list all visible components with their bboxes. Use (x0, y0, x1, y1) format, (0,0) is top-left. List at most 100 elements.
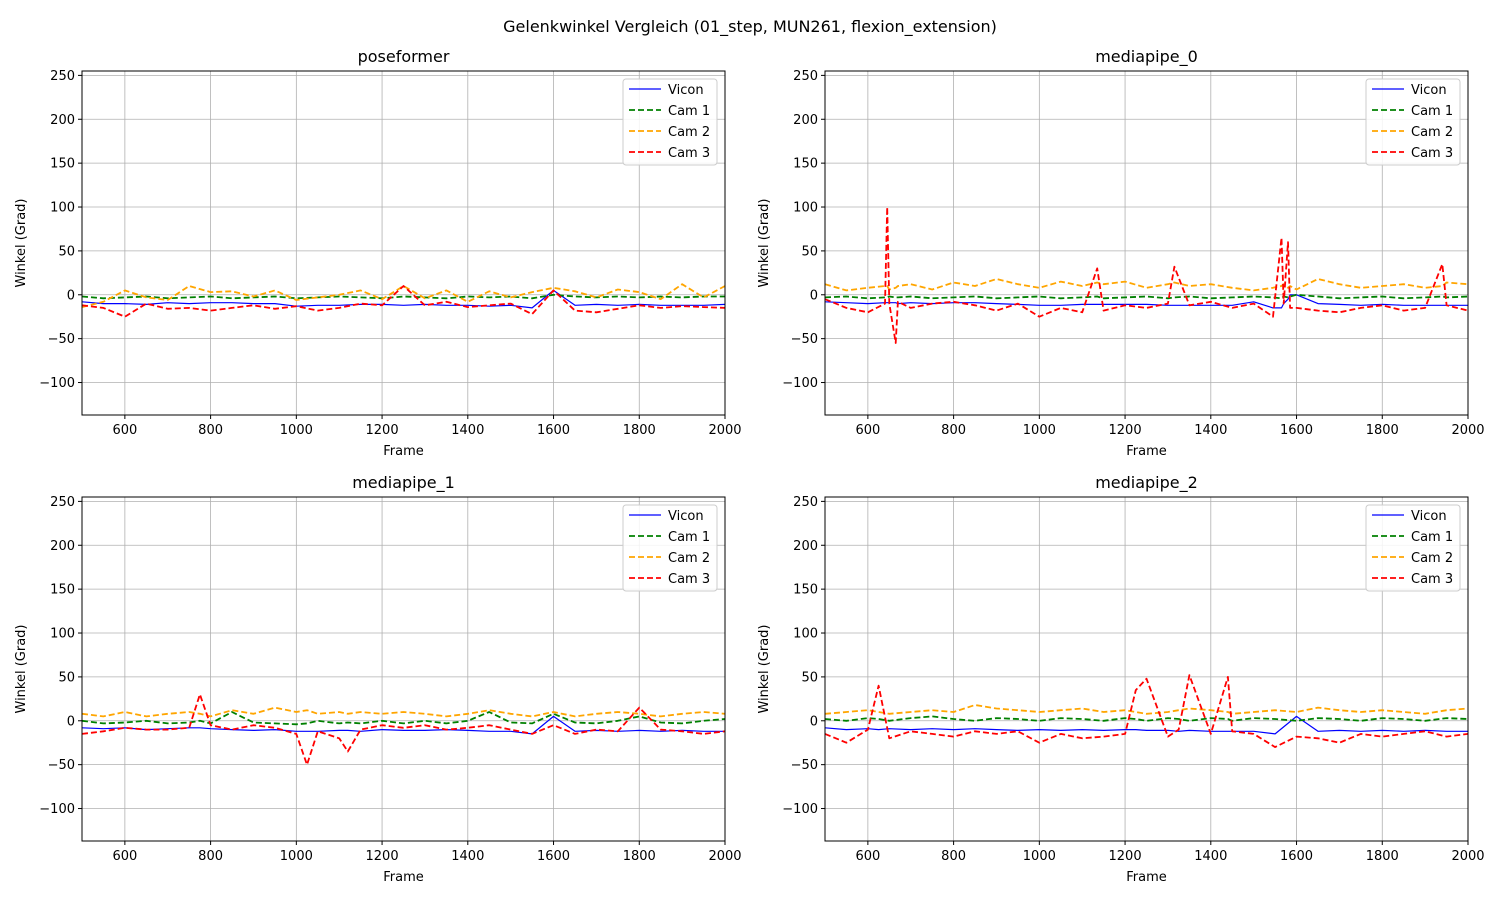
x-tick-label: 1000 (280, 423, 313, 438)
x-tick-label: 1000 (280, 849, 313, 864)
series-line-cam-2 (825, 278, 1468, 292)
subplot-title: mediapipe_1 (352, 473, 455, 493)
series-line-cam-1 (82, 293, 725, 300)
series-line-cam-3 (825, 674, 1468, 748)
y-tick-label: 150 (793, 157, 818, 172)
x-tick-label: 1200 (366, 849, 399, 864)
series-line-vicon (82, 289, 725, 309)
x-tick-label: 2000 (1451, 849, 1484, 864)
y-tick-label: 0 (810, 714, 818, 729)
y-tick-label: −100 (782, 802, 818, 817)
y-tick-label: 100 (50, 627, 75, 642)
series-line-cam-2 (82, 706, 725, 718)
y-axis-label: Winkel (Grad) (14, 198, 29, 287)
subplot-poseformer: 600 800 1000 1200 1400 1600 1800 2000 −100 −50 0 50… (14, 47, 742, 459)
x-axis-label: Frame (1126, 870, 1167, 885)
x-tick-label: 1600 (1280, 849, 1313, 864)
y-tick-label: 200 (793, 113, 818, 128)
y-tick-label: 250 (793, 495, 818, 510)
legend-label: Cam 3 (668, 146, 710, 161)
x-tick-label: 1800 (1366, 849, 1399, 864)
x-tick-label: 1800 (1366, 423, 1399, 438)
series-line-vicon (825, 715, 1468, 735)
y-tick-label: 150 (793, 583, 818, 598)
legend-label: Cam 1 (668, 530, 710, 545)
y-tick-label: −50 (791, 332, 818, 347)
axes-frame (824, 496, 1469, 842)
series-line-cam-3 (82, 693, 725, 766)
x-tick-label: 600 (855, 849, 880, 864)
y-tick-label: 200 (50, 539, 75, 554)
y-tick-label: −100 (782, 376, 818, 391)
series-line-cam-3 (825, 206, 1468, 344)
legend-label: Vicon (1411, 83, 1447, 98)
y-tick-label: 150 (50, 157, 75, 172)
series-line-cam-2 (82, 283, 725, 308)
y-tick-label: 0 (67, 714, 75, 729)
y-tick-label: 250 (50, 69, 75, 84)
legend-label: Cam 3 (1411, 146, 1453, 161)
legend-label: Cam 2 (1411, 551, 1453, 566)
y-tick-label: −100 (39, 376, 75, 391)
x-tick-label: 800 (941, 423, 966, 438)
axes-frame (81, 70, 726, 416)
x-tick-label: 600 (855, 423, 880, 438)
legend-label: Cam 1 (668, 104, 710, 119)
y-tick-label: 0 (810, 288, 818, 303)
y-tick-label: −50 (48, 332, 75, 347)
legend-label: Vicon (1411, 509, 1447, 524)
legend: Vicon Cam 1 Cam 2 Cam 3 (622, 78, 718, 166)
series-line-cam-1 (825, 293, 1468, 300)
x-tick-label: 1600 (537, 423, 570, 438)
x-tick-label: 1800 (623, 423, 656, 438)
y-tick-label: 100 (50, 201, 75, 216)
legend: Vicon Cam 1 Cam 2 Cam 3 (622, 504, 718, 592)
x-tick-label: 2000 (1451, 423, 1484, 438)
subplot-title: mediapipe_2 (1095, 473, 1198, 493)
x-tick-label: 800 (198, 849, 223, 864)
legend: Vicon Cam 1 Cam 2 Cam 3 (1365, 504, 1461, 592)
x-tick-label: 2000 (708, 423, 741, 438)
y-axis-label: Winkel (Grad) (757, 198, 772, 287)
legend: Vicon Cam 1 Cam 2 Cam 3 (1365, 78, 1461, 166)
y-tick-label: −50 (48, 758, 75, 773)
y-tick-label: −50 (791, 758, 818, 773)
axes-frame (81, 496, 726, 842)
legend-label: Cam 3 (1411, 572, 1453, 587)
series-line-cam-2 (825, 704, 1468, 715)
y-tick-label: 200 (793, 539, 818, 554)
x-tick-label: 1600 (537, 849, 570, 864)
legend-label: Cam 3 (668, 572, 710, 587)
x-tick-label: 1800 (623, 849, 656, 864)
subplot-mediapipe_1: 600 800 1000 1200 1400 1600 1800 2000 −100 −50 0 50… (14, 473, 742, 885)
x-tick-label: 1400 (451, 849, 484, 864)
legend-label: Cam 2 (668, 125, 710, 140)
x-tick-label: 800 (198, 423, 223, 438)
subplot-title: poseformer (358, 47, 450, 66)
series-line-cam-1 (82, 711, 725, 726)
x-axis-label: Frame (383, 444, 424, 459)
y-tick-label: 100 (793, 627, 818, 642)
series-line-cam-1 (825, 715, 1468, 722)
series-line-cam-3 (82, 285, 725, 318)
y-tick-label: 150 (50, 583, 75, 598)
y-axis-label: Winkel (Grad) (757, 624, 772, 713)
legend-box (1365, 504, 1461, 592)
x-tick-label: 1200 (1109, 423, 1142, 438)
y-tick-label: 50 (58, 670, 75, 685)
figure-suptitle: Gelenkwinkel Vergleich (01_step, MUN261,… (503, 17, 997, 37)
x-tick-label: 1400 (451, 423, 484, 438)
y-tick-label: 50 (58, 244, 75, 259)
x-tick-label: 600 (112, 849, 137, 864)
x-tick-label: 1600 (1280, 423, 1313, 438)
legend-label: Vicon (668, 83, 704, 98)
legend-label: Cam 1 (1411, 530, 1453, 545)
x-axis-label: Frame (1126, 444, 1167, 459)
y-tick-label: 250 (50, 495, 75, 510)
x-tick-label: 1200 (1109, 849, 1142, 864)
legend-label: Cam 2 (668, 551, 710, 566)
legend-box (1365, 78, 1461, 166)
x-tick-label: 800 (941, 849, 966, 864)
x-tick-label: 1400 (1194, 423, 1227, 438)
